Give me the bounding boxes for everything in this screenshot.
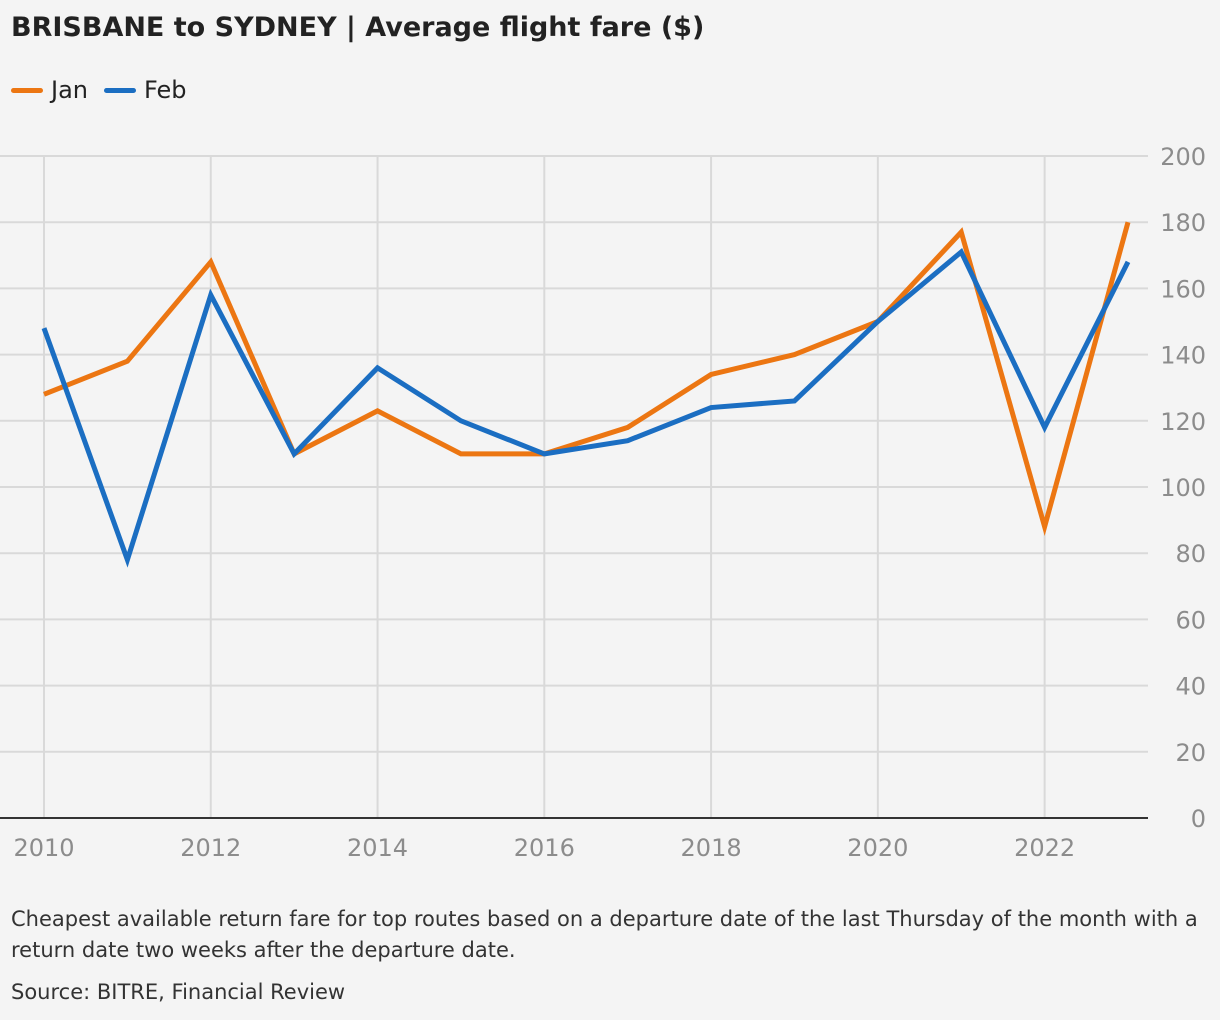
y-tick-label: 80 (1175, 540, 1206, 568)
legend-item-jan: Jan (11, 76, 88, 104)
legend: Jan Feb (11, 76, 187, 104)
y-tick-label: 0 (1191, 805, 1206, 833)
x-tick-label: 2010 (13, 834, 74, 862)
y-tick-label: 160 (1160, 275, 1206, 303)
chart-title: BRISBANE to SYDNEY | Average flight fare… (11, 12, 705, 43)
y-tick-label: 20 (1175, 739, 1206, 767)
x-tick-label: 2014 (347, 834, 408, 862)
series-line-jan (43, 221, 1131, 537)
y-tick-label: 200 (1160, 143, 1206, 171)
series-layer (41, 221, 1131, 568)
series-line-feb (41, 248, 1131, 568)
legend-item-feb: Feb (104, 76, 187, 104)
x-tick-label: 2022 (1014, 834, 1075, 862)
y-tick-label: 40 (1175, 673, 1206, 701)
legend-swatch-feb (104, 87, 136, 93)
x-tick-label: 2012 (180, 834, 241, 862)
legend-label-jan: Jan (51, 76, 88, 104)
x-tick-label: 2016 (514, 834, 575, 862)
y-tick-label: 100 (1160, 474, 1206, 502)
x-tick-labels: 2010 2012 2014 2016 2018 2020 2022 (13, 834, 1075, 862)
y-tick-label: 60 (1175, 606, 1206, 634)
horizontal-gridlines (0, 155, 1148, 753)
x-tick-label: 2018 (681, 834, 742, 862)
y-tick-label: 140 (1160, 342, 1206, 370)
chart-note: Cheapest available return fare for top r… (11, 907, 1198, 962)
y-tick-label: 120 (1160, 408, 1206, 436)
legend-swatch-jan (11, 87, 43, 93)
y-tick-label: 180 (1160, 209, 1206, 237)
legend-label-feb: Feb (144, 76, 187, 104)
line-chart: 2010 2012 2014 2016 2018 2020 2022 0 20 40 60 80 10… (0, 143, 1206, 862)
x-tick-label: 2020 (847, 834, 908, 862)
chart-source: Source: BITRE, Financial Review (11, 980, 346, 1004)
y-tick-labels: 0 20 40 60 80 100 120 140 160 180 200 (1160, 143, 1206, 833)
